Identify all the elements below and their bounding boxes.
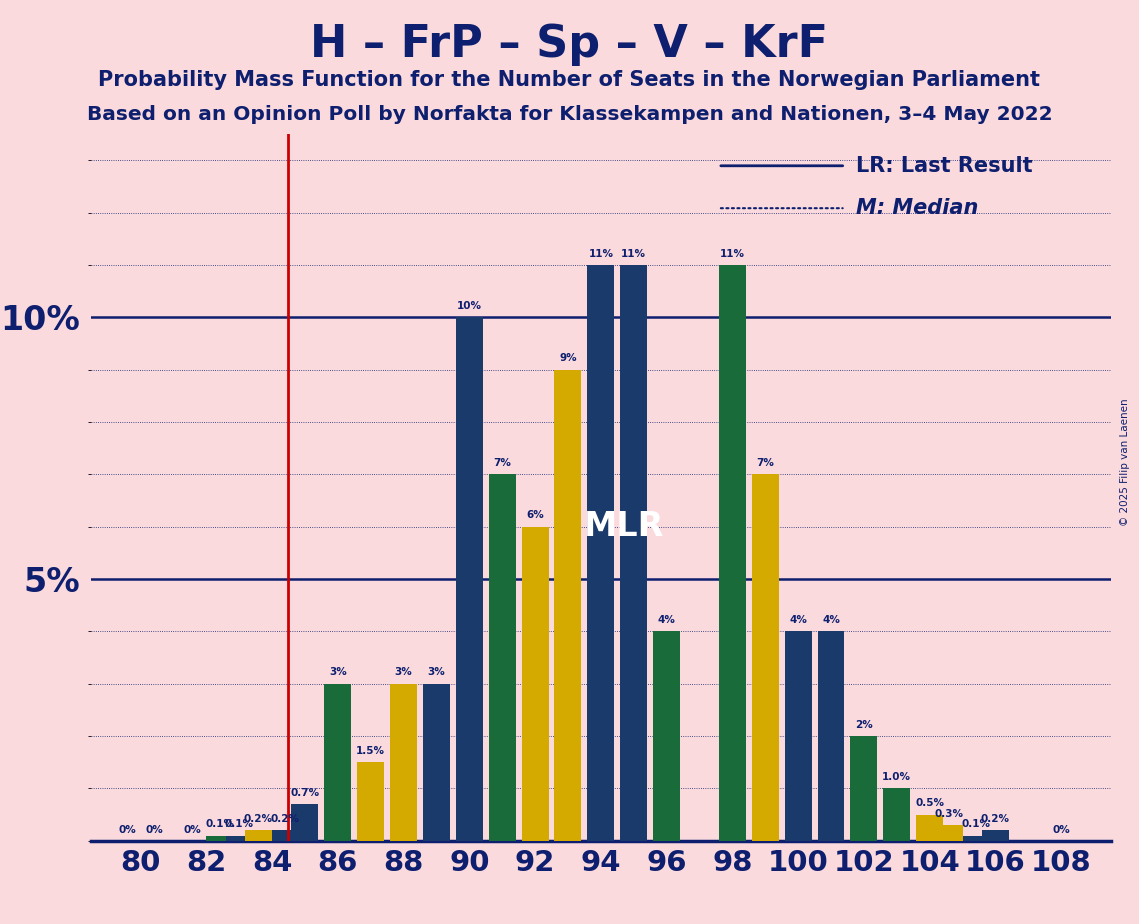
Bar bbox=[818, 631, 844, 841]
Bar bbox=[621, 265, 647, 841]
Text: 9%: 9% bbox=[559, 353, 576, 363]
Bar bbox=[522, 527, 549, 841]
Bar bbox=[325, 684, 351, 841]
Bar bbox=[653, 631, 680, 841]
Bar bbox=[851, 736, 877, 841]
Text: 0.1%: 0.1% bbox=[961, 820, 991, 830]
Text: 2%: 2% bbox=[855, 720, 872, 730]
Text: 0.2%: 0.2% bbox=[981, 814, 1010, 824]
Text: 0%: 0% bbox=[1052, 824, 1070, 834]
Text: 0%: 0% bbox=[118, 824, 136, 834]
Text: 10%: 10% bbox=[457, 301, 482, 311]
Bar bbox=[555, 370, 581, 841]
Text: 4%: 4% bbox=[657, 615, 675, 626]
Bar bbox=[292, 804, 318, 841]
Bar bbox=[884, 788, 910, 841]
Text: 3%: 3% bbox=[394, 667, 412, 677]
Text: 7%: 7% bbox=[493, 458, 511, 468]
Text: 4%: 4% bbox=[789, 615, 808, 626]
Bar bbox=[935, 825, 962, 841]
Text: M: Median: M: Median bbox=[855, 199, 978, 218]
Text: 0.7%: 0.7% bbox=[290, 788, 319, 798]
Text: 3%: 3% bbox=[329, 667, 346, 677]
Text: 11%: 11% bbox=[621, 249, 646, 259]
Text: 0.3%: 0.3% bbox=[935, 808, 964, 819]
Text: 0.5%: 0.5% bbox=[915, 798, 944, 808]
Text: MLR: MLR bbox=[583, 510, 664, 543]
Text: 6%: 6% bbox=[526, 510, 544, 520]
Bar bbox=[272, 831, 298, 841]
Text: 0.2%: 0.2% bbox=[271, 814, 300, 824]
Text: 3%: 3% bbox=[427, 667, 445, 677]
Bar bbox=[390, 684, 417, 841]
Text: H – FrP – Sp – V – KrF: H – FrP – Sp – V – KrF bbox=[311, 23, 828, 67]
Bar bbox=[489, 474, 516, 841]
Bar bbox=[245, 831, 272, 841]
Text: Based on an Opinion Poll by Norfakta for Klassekampen and Nationen, 3–4 May 2022: Based on an Opinion Poll by Norfakta for… bbox=[87, 105, 1052, 125]
Bar bbox=[423, 684, 450, 841]
Bar bbox=[916, 815, 943, 841]
Bar bbox=[752, 474, 779, 841]
Text: 0%: 0% bbox=[183, 824, 202, 834]
Text: 1.0%: 1.0% bbox=[883, 772, 911, 783]
Text: © 2025 Filip van Laenen: © 2025 Filip van Laenen bbox=[1121, 398, 1130, 526]
Bar bbox=[785, 631, 812, 841]
Text: 7%: 7% bbox=[756, 458, 775, 468]
Text: LR: Last Result: LR: Last Result bbox=[855, 156, 1032, 176]
Bar bbox=[456, 317, 483, 841]
Text: 0.1%: 0.1% bbox=[224, 820, 254, 830]
Text: 4%: 4% bbox=[822, 615, 839, 626]
Bar bbox=[206, 835, 233, 841]
Text: 0.1%: 0.1% bbox=[205, 820, 235, 830]
Bar bbox=[226, 835, 253, 841]
Bar bbox=[719, 265, 746, 841]
Bar bbox=[982, 831, 1009, 841]
Text: 11%: 11% bbox=[720, 249, 745, 259]
Bar bbox=[358, 762, 384, 841]
Text: 11%: 11% bbox=[589, 249, 613, 259]
Bar bbox=[962, 835, 990, 841]
Text: 0%: 0% bbox=[145, 824, 163, 834]
Text: Probability Mass Function for the Number of Seats in the Norwegian Parliament: Probability Mass Function for the Number… bbox=[98, 70, 1041, 91]
Text: 1.5%: 1.5% bbox=[357, 746, 385, 756]
Bar bbox=[588, 265, 614, 841]
Text: 0.2%: 0.2% bbox=[244, 814, 273, 824]
